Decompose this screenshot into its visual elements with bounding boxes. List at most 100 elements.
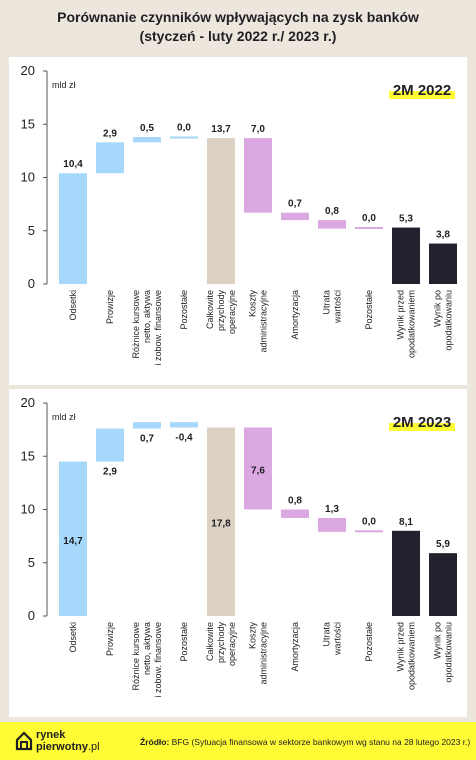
data-label: 5,3 <box>399 214 413 225</box>
source-note: Źródło: BFG (Sytuacja finansowa w sektor… <box>140 737 470 747</box>
bar-9 <box>355 227 383 230</box>
waterfall-chart-2022: 0 5 10 15 20 mld zł 2M 2022 10,4 Odsetki 2,9 Prowi… <box>21 63 457 366</box>
category-label: Koszty administracyjne <box>248 622 269 685</box>
bar-10 <box>392 530 420 616</box>
y-tick-label: 15 <box>21 116 35 131</box>
bar-7 <box>281 212 309 221</box>
category-label-line: Odsetki <box>68 290 78 321</box>
data-label: 0,8 <box>288 496 302 507</box>
category-label-line: netto, aktywa <box>142 290 152 343</box>
data-label: 0,0 <box>362 516 376 527</box>
category-label: Różnice kursowe netto, aktywa i zobow. fin… <box>131 622 163 698</box>
category-label: Różnice kursowe netto, aktywa i zobow. fin… <box>131 290 163 366</box>
y-tick-label: 15 <box>21 448 35 463</box>
category-label: Koszty administracyjne <box>248 290 269 353</box>
category-label: Wynik przed opodatkowaniem <box>396 622 417 690</box>
y-tick-label: 0 <box>28 276 35 291</box>
data-label: 8,1 <box>399 517 413 528</box>
category-label-line: Pozostałe <box>364 622 374 662</box>
y-tick-label: 10 <box>21 170 35 185</box>
brand-logo[interactable]: rynek pierwotny.pl <box>15 727 101 755</box>
bar-7 <box>281 509 309 519</box>
category-label: Odsetki <box>68 290 78 321</box>
category-label-line: Pozostałe <box>179 290 189 330</box>
bar-9 <box>355 530 383 533</box>
category-label-line: Wynik przed <box>396 622 406 671</box>
category-label-line: Wynik po <box>433 290 443 327</box>
period-badge-label: 2M 2023 <box>393 414 451 431</box>
y-tick-label: 10 <box>21 502 35 517</box>
category-label-line: opodatkowaniem <box>407 290 417 358</box>
data-label: 1,3 <box>325 504 339 515</box>
category-label-line: Całkowite <box>205 622 215 661</box>
chart-panel-2022: 0 5 10 15 20 mld zł 2M 2022 10,4 Odsetki 2,9 Prowi… <box>9 57 467 385</box>
y-tick-label: 20 <box>21 395 35 410</box>
category-label: Prowizje <box>105 290 115 324</box>
bar-2 <box>96 428 124 462</box>
source-text: BFG (Sytuacja finansowa w sektorze banko… <box>169 737 471 747</box>
data-label: 17,8 <box>211 519 231 530</box>
bar-6 <box>244 138 272 213</box>
category-label-line: Całkowite <box>205 290 215 329</box>
data-label: 7,0 <box>251 124 265 135</box>
logo-suffix: .pl <box>87 741 100 753</box>
category-label-line: Amortyzacja <box>290 622 300 672</box>
category-label: Całkowite przychody operacyjne <box>205 290 237 335</box>
bar-5 <box>207 427 235 616</box>
category-label: Wynik przed opodatkowaniem <box>396 290 417 358</box>
period-badge-label: 2M 2022 <box>393 82 451 99</box>
house-icon <box>15 731 33 751</box>
data-label: 5,9 <box>436 539 450 550</box>
logo-line-2: pierwotny <box>36 741 88 753</box>
y-tick-label: 5 <box>28 223 35 238</box>
category-label-line: Różnice kursowe <box>131 290 141 359</box>
category-label-line: opodatkowaniu <box>444 290 454 351</box>
bar-4 <box>170 136 198 139</box>
category-label: Całkowite przychody operacyjne <box>205 622 237 667</box>
category-label-line: Wynik przed <box>396 290 406 339</box>
category-label-line: wartości <box>333 290 343 324</box>
category-label-line: Odsetki <box>68 622 78 653</box>
category-label-line: netto, aktywa <box>142 622 152 675</box>
title-line-2: (styczeń - luty 2022 r./ 2023 r.) <box>139 28 337 44</box>
category-label-line: Koszty <box>248 290 258 318</box>
category-label: Pozostałe <box>364 622 374 662</box>
category-label-line: operacyjne <box>227 622 237 666</box>
data-label: 2,9 <box>103 467 117 478</box>
bar-11 <box>429 553 457 616</box>
category-label-line: i zobow. finansowe <box>153 290 163 366</box>
data-label: 0,7 <box>288 199 302 210</box>
category-label-line: Różnice kursowe <box>131 622 141 691</box>
bar-5 <box>207 138 235 284</box>
category-label: Odsetki <box>68 622 78 653</box>
bar-3 <box>133 137 161 143</box>
bar-10 <box>392 227 420 284</box>
category-label: Pozostałe <box>179 290 189 330</box>
category-label-line: Amortyzacja <box>290 290 300 340</box>
category-label-line: Koszty <box>248 622 258 650</box>
category-label-line: administracyjne <box>259 290 269 353</box>
category-label-line: Prowizje <box>105 622 115 656</box>
waterfall-chart-2023: 0 5 10 15 20 mld zł 2M 2023 14,7 Odsetki 2,9 Prowi… <box>21 395 457 698</box>
y-tick-label: 0 <box>28 608 35 623</box>
category-label-line: opodatkowaniu <box>444 622 454 683</box>
bar-6 <box>244 427 272 510</box>
category-label: Utrata wartości <box>322 622 343 656</box>
period-badge-highlight <box>389 91 455 99</box>
category-label-line: Pozostałe <box>364 290 374 330</box>
data-label: 2,9 <box>103 128 117 139</box>
data-label: 7,6 <box>251 465 265 476</box>
bar-3 <box>133 422 161 429</box>
footer-bar <box>0 722 476 760</box>
category-label-line: Utrata <box>322 290 332 315</box>
data-label: 0,8 <box>325 206 339 217</box>
data-label: 0,0 <box>177 122 191 133</box>
category-label: Amortyzacja <box>290 622 300 672</box>
bar-8 <box>318 518 346 532</box>
data-label: 0,0 <box>362 213 376 224</box>
category-label-line: operacyjne <box>227 290 237 334</box>
category-label: Amortyzacja <box>290 290 300 340</box>
category-label-line: i zobow. finansowe <box>153 622 163 698</box>
logo-line-1: rynek <box>36 729 66 741</box>
category-label-line: Utrata <box>322 622 332 647</box>
